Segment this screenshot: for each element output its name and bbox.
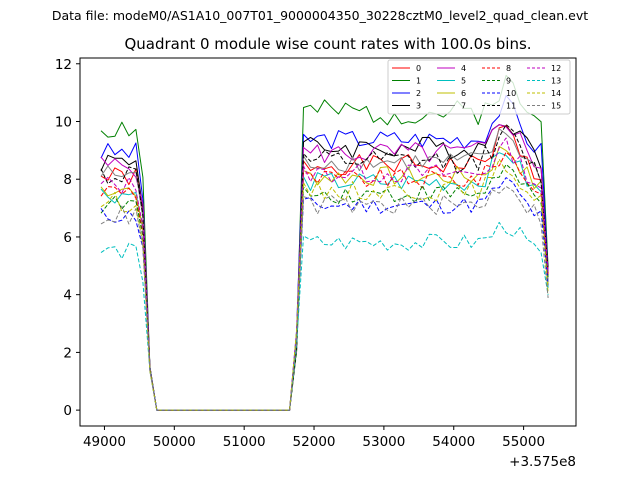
y-tick-label: 2 [63, 345, 72, 361]
data-file-suptitle: Data file: modeM0/AS1A10_007T01_90000043… [52, 8, 588, 23]
y-tick-label: 12 [55, 57, 72, 73]
series-line-15 [100, 186, 549, 411]
plot-area [100, 74, 549, 411]
legend-label-1: 1 [416, 77, 421, 86]
y-tick-label: 0 [63, 403, 72, 419]
x-tick-label: 53000 [362, 434, 405, 450]
series-line-9 [100, 164, 549, 411]
legend-box [387, 59, 571, 115]
legend-label-14: 14 [551, 89, 561, 98]
legend-label-8: 8 [506, 64, 511, 73]
x-tick-label: 52000 [293, 434, 336, 450]
legend-label-2: 2 [416, 89, 421, 98]
legend-label-13: 13 [551, 77, 561, 86]
x-tick-label: 55000 [502, 434, 545, 450]
legend-label-3: 3 [416, 102, 421, 111]
legend-label-11: 11 [506, 102, 516, 111]
legend-label-0: 0 [416, 64, 421, 73]
x-offset-label: +3.575e8 [509, 454, 576, 470]
chart-title: Quadrant 0 module wise count rates with … [124, 35, 531, 53]
series-line-12 [100, 137, 549, 411]
y-tick-label: 8 [63, 172, 72, 188]
y-tick-label: 4 [63, 288, 72, 304]
legend-label-12: 12 [551, 64, 561, 73]
x-tick-label: 49000 [83, 434, 126, 450]
legend-label-10: 10 [506, 89, 516, 98]
y-tick-label: 6 [63, 230, 72, 246]
x-axis-ticks: 49000 50000 51000 52000 53000 54000 55000 [83, 426, 545, 450]
x-tick-label: 51000 [223, 434, 266, 450]
legend-label-9: 9 [506, 77, 511, 86]
legend-label-7: 7 [461, 102, 466, 111]
legend-label-6: 6 [461, 89, 466, 98]
y-axis-ticks: 0 2 4 6 8 10 12 [55, 57, 80, 419]
legend-label-5: 5 [461, 77, 466, 86]
y-tick-label: 10 [55, 114, 72, 130]
x-tick-label: 54000 [432, 434, 475, 450]
axes-frame [79, 57, 577, 427]
x-tick-label: 50000 [153, 434, 196, 450]
legend-label-15: 15 [551, 102, 561, 111]
legend-label-4: 4 [461, 64, 466, 73]
